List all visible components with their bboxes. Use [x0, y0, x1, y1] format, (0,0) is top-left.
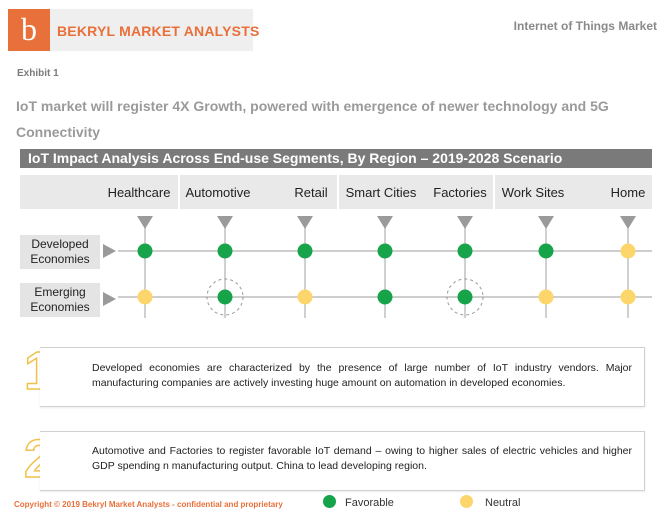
rating-dot-developed-healthcare [137, 243, 153, 259]
legend-neutral-label: Neutral [485, 497, 521, 509]
rating-dot-emerging-home [620, 289, 636, 305]
legend-neutral-dot [460, 495, 473, 508]
legend-favorable-dot [323, 495, 336, 508]
category-label-work-sites: Work Sites [501, 185, 565, 200]
rating-dot-developed-retail [297, 243, 313, 259]
rating-dot-emerging-retail [297, 289, 313, 305]
category-label-smart-cities: Smart Cities [345, 185, 417, 200]
category-label-healthcare: Healthcare [107, 185, 171, 200]
row-arrow-developed [103, 244, 116, 258]
rating-dot-developed-smart-cities [377, 243, 393, 259]
column-marker-icon [457, 216, 473, 229]
copyright: Copyright © 2019 Bekryl Market Analysts … [14, 500, 283, 509]
category-band [180, 175, 337, 209]
rating-dot-emerging-healthcare [137, 289, 153, 305]
highlight-ring [206, 278, 244, 316]
legend-favorable-label: Favorable [345, 497, 394, 509]
category-band [495, 175, 652, 209]
rating-dot-developed-home [620, 243, 636, 259]
column-marker-icon [137, 216, 153, 229]
rating-dot-emerging-automotive [217, 289, 233, 305]
column-marker-icon [538, 216, 554, 229]
category-label-home: Home [610, 185, 646, 200]
rating-dot-emerging-work-sites [538, 289, 554, 305]
column-marker-icon [620, 216, 636, 229]
report-title: Internet of Things Market [513, 19, 657, 33]
brand-name: BEKRYL MARKET ANALYSTS [57, 23, 260, 39]
column-marker-icon [297, 216, 313, 229]
row-label-developed: Developed Economies [20, 235, 100, 269]
category-band [339, 175, 493, 209]
category-label-automotive: Automotive [185, 185, 251, 200]
rating-dot-developed-factories [457, 243, 473, 259]
note-text-2: Automotive and Factories to register fav… [92, 445, 632, 472]
rating-dot-emerging-smart-cities [377, 289, 393, 305]
row-arrow-emerging [103, 292, 116, 306]
rating-dot-developed-automotive [217, 243, 233, 259]
logo-icon: b [8, 9, 50, 51]
headline: IoT market will register 4X Growth, powe… [16, 98, 609, 140]
note-box-2 [40, 431, 645, 491]
highlight-ring [446, 278, 484, 316]
column-marker-icon [377, 216, 393, 229]
row-label-emerging: Emerging Economies [20, 283, 100, 317]
exhibit-label: Exhibit 1 [17, 68, 59, 79]
category-band [20, 175, 178, 209]
column-marker-icon [217, 216, 233, 229]
impact-grid [118, 216, 652, 318]
rating-dot-emerging-factories [457, 289, 473, 305]
chart-title: IoT Impact Analysis Across End-use Segme… [20, 149, 652, 168]
note-box-1 [40, 347, 645, 407]
category-label-factories: Factories [433, 185, 487, 200]
rating-dot-developed-work-sites [538, 243, 554, 259]
note-text-1: Developed economies are characterized by… [92, 362, 632, 389]
category-label-retail: Retail [294, 185, 328, 200]
